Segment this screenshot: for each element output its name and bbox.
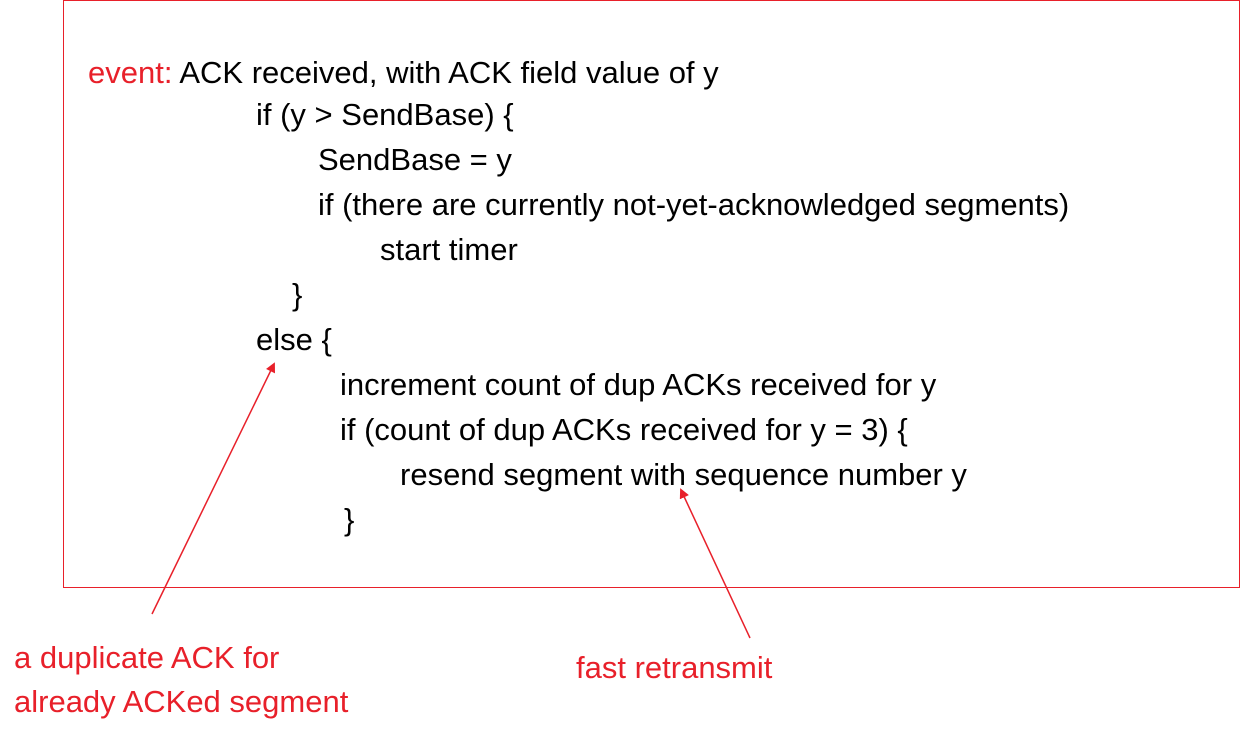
code-line-start-timer: start timer (380, 232, 518, 267)
code-line-if-sendbase: if (y > SendBase) { (256, 97, 514, 132)
code-line-resend-segment: resend segment with sequence number y (400, 457, 967, 492)
code-line-else: else { (256, 322, 332, 357)
code-line-close-brace-2: } (344, 502, 355, 537)
code-line-if-count: if (count of dup ACKs received for y = 3… (340, 412, 908, 447)
code-line-close-brace-1: } (292, 277, 303, 312)
code-line-increment-dup: increment count of dup ACKs received for… (340, 367, 937, 402)
annotation-fast-retransmit: fast retransmit (576, 650, 773, 685)
event-line: event: ACK received, with ACK field valu… (88, 55, 719, 91)
code-line-assign-sendbase: SendBase = y (318, 142, 512, 177)
code-box (63, 0, 1240, 588)
code-line-if-unacked: if (there are currently not-yet-acknowle… (318, 187, 1070, 222)
event-description: ACK received, with ACK field value of y (172, 55, 719, 90)
annotation-duplicate-ack-line-1: a duplicate ACK for (14, 640, 280, 675)
annotation-duplicate-ack-line-2: already ACKed segment (14, 684, 349, 719)
event-keyword: event: (88, 55, 173, 90)
